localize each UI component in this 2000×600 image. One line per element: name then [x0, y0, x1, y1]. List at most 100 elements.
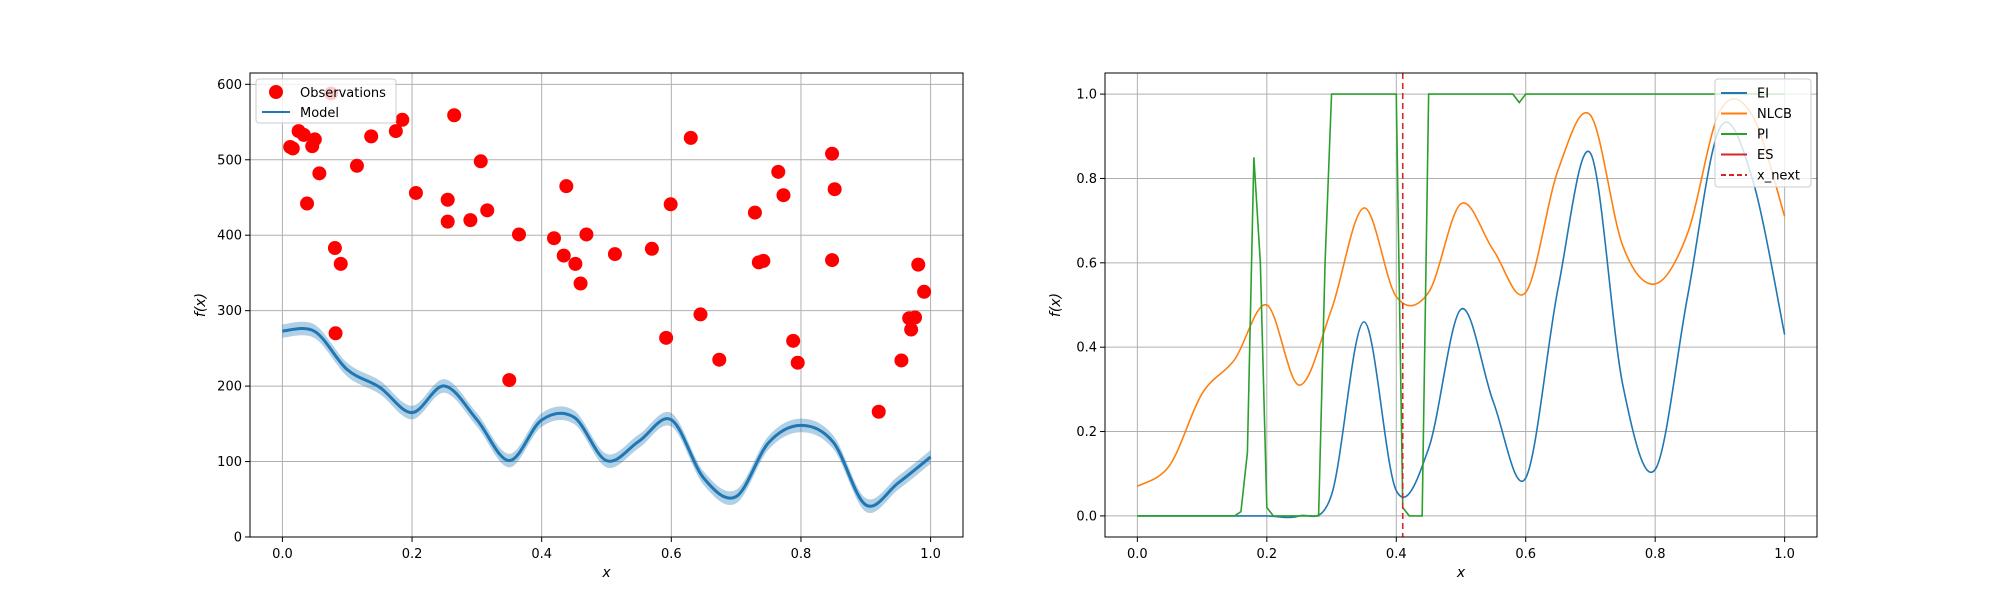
observation-point	[683, 130, 698, 145]
observation-point	[911, 257, 926, 272]
observation-point	[300, 196, 315, 211]
observation-point	[917, 284, 932, 299]
observation-point	[328, 326, 343, 341]
x-tick-label: 0.8	[1645, 547, 1666, 562]
x-tick-label: 0.6	[661, 547, 682, 562]
observation-point	[871, 404, 886, 419]
observation-point	[712, 352, 727, 367]
y-tick-label: 400	[217, 229, 242, 244]
left-chart-ticks: 0.0 0.2 0.4 0.6 0.8 1.0 0 100 200 300 400 500 600	[217, 78, 941, 562]
observation-point	[480, 203, 495, 218]
right-y-axis-label: f(x)	[1048, 293, 1064, 317]
observation-point	[747, 205, 762, 220]
observation-point	[904, 322, 919, 337]
legend-label-pi: PI	[1757, 128, 1769, 143]
observation-point	[825, 253, 840, 268]
observation-point	[756, 253, 771, 268]
observation-point	[827, 182, 842, 197]
y-tick-label: 500	[217, 153, 242, 168]
observation-point	[285, 141, 300, 156]
observation-point	[825, 146, 840, 161]
y-tick-label: 0.4	[1076, 341, 1097, 356]
legend-label-model: Model	[300, 106, 339, 121]
observation-point	[790, 355, 805, 370]
y-tick-label: 0	[234, 531, 242, 546]
observation-point	[307, 132, 322, 147]
x-tick-label: 0.2	[1256, 547, 1277, 562]
observation-point	[776, 188, 791, 203]
observation-point	[556, 248, 571, 263]
series-line-ei	[1137, 121, 1786, 519]
observation-point	[388, 124, 403, 139]
right-legend: EI NLCB PI ES x_next	[1714, 78, 1812, 188]
right-chart-data	[1136, 73, 1786, 537]
y-tick-label: 300	[217, 304, 242, 319]
x-tick-label: 0.6	[1515, 547, 1536, 562]
y-tick-label: 0.8	[1076, 172, 1097, 187]
x-tick-label: 0.0	[1127, 547, 1148, 562]
observation-point	[693, 307, 708, 322]
x-tick-label: 1.0	[920, 547, 941, 562]
observation-point	[408, 185, 423, 200]
right-chart: 0.0 0.2 0.4 0.6 0.8 1.0 0.0 0.2 0.4 0.6 0.8 1.0 x f…	[1048, 72, 1818, 581]
left-chart-data	[282, 86, 932, 514]
observation-point	[644, 241, 659, 256]
observation-point	[327, 241, 342, 256]
y-tick-label: 100	[217, 455, 242, 470]
y-tick-label: 0.2	[1076, 425, 1097, 440]
legend-box	[255, 78, 397, 124]
legend-label-es: ES	[1757, 148, 1773, 163]
model-confidence-band	[282, 321, 931, 514]
observation-point	[473, 154, 488, 169]
observation-point	[502, 373, 517, 388]
y-tick-label: 600	[217, 78, 242, 93]
observation-point	[894, 353, 909, 368]
x-tick-label: 0.2	[402, 547, 423, 562]
x-tick-label: 0.8	[791, 547, 812, 562]
observation-point	[771, 164, 786, 179]
x-tick-label: 0.4	[531, 547, 552, 562]
observation-point	[463, 213, 478, 228]
observation-point	[364, 129, 379, 144]
observation-point	[908, 310, 923, 325]
observation-point	[573, 276, 588, 291]
right-x-axis-label: x	[1456, 565, 1466, 581]
x-tick-label: 0.4	[1386, 547, 1407, 562]
observation-point	[440, 214, 455, 229]
left-x-axis-label: x	[601, 565, 611, 581]
observation-point	[440, 192, 455, 207]
observation-point	[296, 127, 311, 142]
right-chart-frame	[1104, 72, 1818, 538]
observation-point	[579, 227, 594, 242]
observation-point	[546, 231, 561, 246]
left-chart-frame	[249, 72, 964, 538]
observation-point	[568, 256, 583, 271]
legend-box	[1714, 78, 1812, 188]
x-tick-label: 1.0	[1774, 547, 1795, 562]
y-tick-label: 0.0	[1076, 509, 1097, 524]
y-tick-label: 1.0	[1076, 88, 1097, 103]
y-tick-label: 0.6	[1076, 256, 1097, 271]
left-y-axis-label: f(x)	[193, 293, 209, 317]
legend-label-observations: Observations	[300, 86, 386, 101]
observation-point	[312, 166, 327, 181]
observation-point	[659, 330, 674, 345]
observation-point	[607, 247, 622, 262]
observation-point	[349, 158, 364, 173]
series-line-nlcb	[1136, 98, 1786, 488]
legend-marker-observations	[269, 85, 283, 99]
legend-label-ei: EI	[1757, 87, 1769, 102]
observation-point	[447, 108, 462, 123]
observation-point	[395, 112, 410, 127]
observation-point	[333, 256, 348, 271]
left-legend: Observations Model	[255, 78, 397, 124]
y-tick-label: 200	[217, 380, 242, 395]
x-tick-label: 0.0	[272, 547, 293, 562]
left-chart-grid	[250, 73, 963, 538]
legend-label-x-next: x_next	[1757, 169, 1800, 184]
series-line-pi	[1137, 93, 1785, 517]
observation-point	[559, 179, 574, 194]
right-chart-ticks: 0.0 0.2 0.4 0.6 0.8 1.0 0.0 0.2 0.4 0.6 0.8 1.0	[1076, 88, 1795, 562]
